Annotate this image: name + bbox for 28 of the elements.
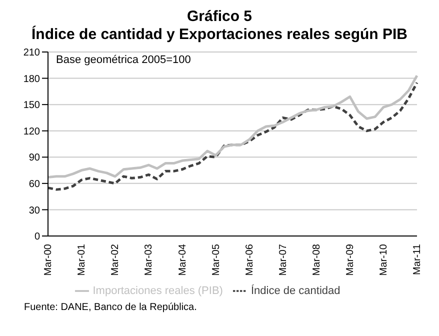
legend-label: Índice de cantidad	[250, 284, 340, 297]
y-tick-label: 180	[23, 74, 40, 85]
chart-title: Gráfico 5	[186, 8, 254, 26]
source-note: Fuente: DANE, Banco de la República.	[24, 302, 198, 313]
y-tick-label: 210	[23, 48, 40, 59]
y-tick-label: 150	[23, 100, 40, 112]
y-tick-label: 30	[28, 205, 40, 216]
y-tick-label: 120	[23, 126, 40, 138]
chart-subtitle: Índice de cantidad y Exportaciones reales según PIB	[30, 26, 408, 44]
line-series	[46, 74, 418, 179]
line-series	[46, 81, 418, 191]
x-tick-label: Mar-07	[278, 244, 289, 276]
y-tick-label: 60	[28, 178, 40, 190]
legend-label: Importaciones reales (PIB)	[92, 284, 223, 297]
y-tick-label: 90	[28, 152, 40, 164]
x-tick-label: Mar-06	[244, 244, 256, 276]
x-tick-label: Mar-04	[177, 244, 188, 276]
x-tick-label: Mar-05	[210, 244, 222, 276]
x-tick-label: Mar-08	[311, 244, 322, 276]
x-tick-label: Mar-02	[110, 244, 122, 276]
x-tick-label: Mar-11	[412, 244, 424, 275]
x-tick-label: Mar-10	[378, 244, 390, 276]
annotation: Base geométrica 2005=100	[56, 54, 191, 66]
x-tick-label: Mar-09	[345, 244, 356, 276]
y-tick-label: 0	[34, 232, 40, 243]
x-tick-label: Mar-03	[144, 244, 155, 276]
x-tick-label: Mar-00	[43, 244, 54, 276]
x-tick-label: Mar-01	[76, 244, 88, 276]
